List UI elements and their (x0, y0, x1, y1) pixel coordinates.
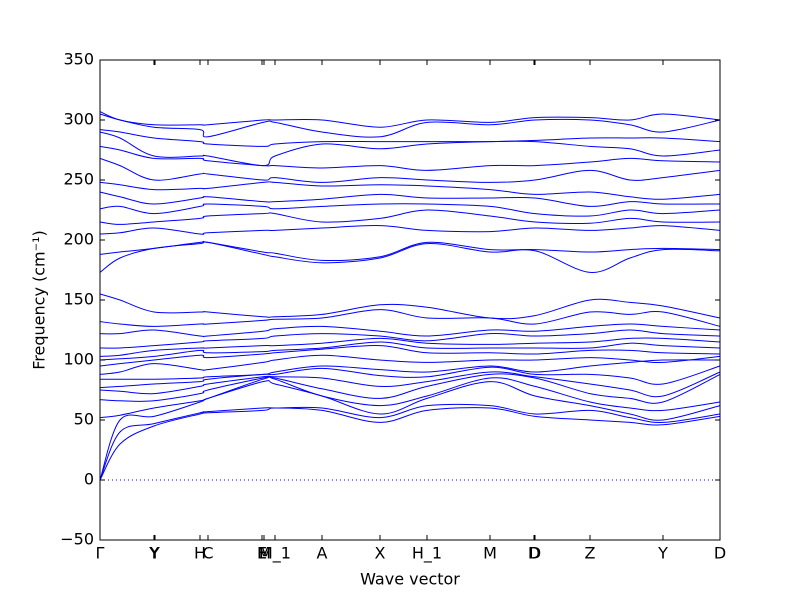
band-line (99, 365, 721, 389)
band-line (99, 203, 721, 217)
y-tick-label: 200 (63, 230, 94, 249)
y-tick-label: 150 (63, 290, 94, 309)
band-line (99, 337, 721, 357)
band-line (99, 225, 721, 235)
band-line (99, 209, 721, 225)
x-tick-label: M (257, 544, 271, 563)
x-tick-label: E (257, 544, 267, 563)
x-tick-label: M (483, 544, 497, 563)
x-axis-label: Wave vector (360, 570, 460, 589)
band-line (99, 403, 721, 481)
band-line (100, 359, 721, 380)
band-line (99, 293, 721, 320)
x-tick-label: D (714, 544, 726, 563)
x-tick-label: Γ (96, 544, 105, 563)
band-line (99, 191, 721, 207)
band-line (99, 157, 721, 183)
band-line (99, 145, 721, 171)
band-line (99, 129, 721, 147)
x-tick-label: D (528, 544, 540, 563)
band-line (99, 111, 721, 128)
y-axis-label: Frequency (cm⁻¹) (30, 230, 49, 369)
x-tick-label: H_1 (412, 544, 442, 564)
band-line (99, 373, 721, 404)
x-tick-label: D (529, 544, 541, 563)
band-line (99, 371, 721, 398)
x-tick-label: C (202, 544, 213, 563)
x-tick-label: Y (149, 544, 160, 563)
band-line (99, 376, 721, 419)
band-line (99, 240, 721, 262)
y-tick-label: 50 (74, 410, 94, 429)
band-line (99, 113, 721, 138)
band-line (99, 181, 721, 200)
x-tick-label: Y (657, 544, 668, 563)
band-line (99, 329, 721, 349)
band-line (99, 354, 721, 375)
x-tick-label: X (375, 544, 386, 563)
band-line (99, 341, 721, 361)
y-tick-label: 350 (63, 50, 94, 69)
band-line (99, 131, 721, 167)
band-line (99, 345, 721, 367)
band-line (99, 407, 721, 481)
x-tick-label: H (194, 544, 206, 563)
band-line (99, 380, 721, 481)
band-line (99, 323, 721, 338)
y-tick-label: 100 (63, 350, 94, 369)
y-tick-label: 300 (63, 110, 94, 129)
x-tick-label: Z (585, 544, 596, 563)
x-tick-label: M_1 (259, 544, 291, 564)
y-tick-label: 0 (84, 470, 94, 489)
y-tick-label: 250 (63, 170, 94, 189)
x-tick-label: Y (148, 544, 159, 563)
band-line (99, 309, 721, 327)
x-tick-label: A (317, 544, 328, 563)
y-tick-label: −50 (60, 530, 94, 549)
